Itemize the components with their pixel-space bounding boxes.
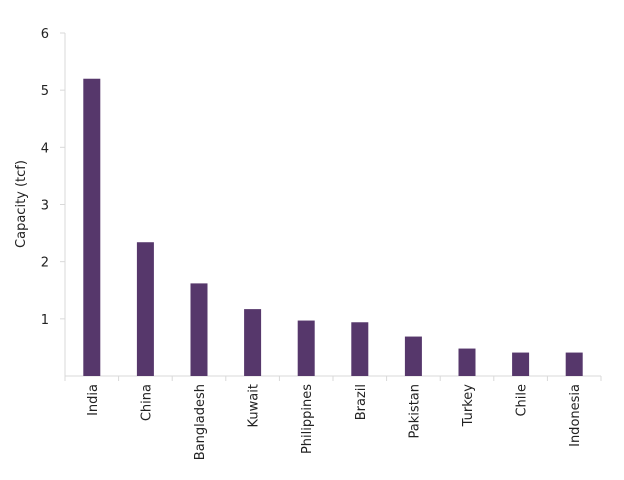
bar-pakistan [404,336,422,376]
bar-philippines [297,320,315,376]
y-tick-label: 3 [41,199,49,214]
bar-india [83,78,101,376]
x-tick-label: India [86,384,101,416]
bar-kuwait [244,309,262,376]
y-tick-label: 4 [41,141,49,156]
x-axis: India China Bangladesh Kuwait Philippines Bra… [64,375,602,460]
y-tick-label: 1 [41,313,49,328]
x-tick-label: China [139,384,154,421]
y-tick-label: 5 [41,84,49,99]
y-axis: 1 2 3 4 5 6 [41,27,66,376]
x-tick-label: Brazil [354,384,369,420]
y-axis-title: Capacity (tcf) [14,160,29,248]
x-tick-label: Pakistan [407,384,422,438]
bars [83,78,583,376]
x-tick-label: Chile [515,384,530,417]
x-tick-label: Kuwait [247,384,262,427]
x-tick-label: Bangladesh [193,384,208,460]
y-tick-label: 2 [41,256,49,271]
x-tick-label: Turkey [461,384,476,428]
bar-china [136,242,154,376]
bar-brazil [351,322,369,376]
bar-turkey [458,348,476,376]
x-tick-label: Philippines [300,384,315,454]
x-tick-label: Indonesia [568,384,583,447]
bar-chile [512,352,530,376]
bar-indonesia [565,352,583,376]
y-tick-label: 6 [41,27,49,42]
bar-bangladesh [190,283,208,376]
